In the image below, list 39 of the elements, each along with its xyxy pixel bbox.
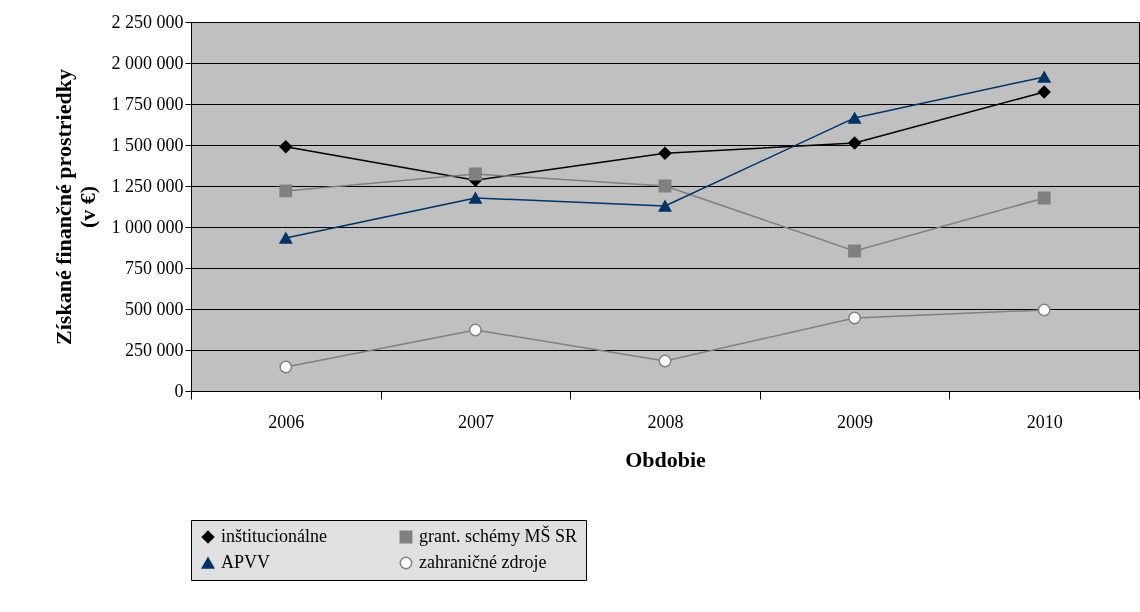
legend-label: grant. schémy MŠ SR bbox=[419, 525, 578, 546]
y-axis-title: Získané finančné prostriedky (v €) bbox=[50, 69, 100, 345]
point bbox=[1037, 191, 1051, 205]
y-tick-label: 2 000 000 bbox=[111, 52, 184, 73]
point bbox=[848, 311, 862, 325]
y-tick-label: 1 250 000 bbox=[111, 175, 184, 196]
x-tick-label: 2006 bbox=[268, 411, 305, 432]
legend-label: zahraničné zdroje bbox=[419, 552, 547, 572]
point bbox=[848, 112, 862, 124]
point bbox=[279, 140, 293, 154]
point bbox=[1037, 85, 1051, 99]
y-tick-label: 1 000 000 bbox=[111, 216, 184, 237]
point bbox=[658, 354, 672, 368]
y-tick-label: 0 bbox=[174, 380, 184, 401]
y-tick-label: 1 750 000 bbox=[111, 93, 184, 114]
x-tick-label: 2007 bbox=[457, 411, 494, 432]
point bbox=[468, 167, 482, 181]
x-axis-title: Obdobie bbox=[625, 446, 707, 472]
point bbox=[279, 232, 293, 244]
x-tick-label: 2008 bbox=[647, 411, 684, 432]
y-tick-label: 1 500 000 bbox=[111, 134, 184, 155]
point bbox=[1037, 303, 1051, 317]
point bbox=[1037, 71, 1051, 83]
point bbox=[848, 136, 862, 150]
point bbox=[658, 146, 672, 160]
y-tick-label: 250 000 bbox=[125, 339, 184, 360]
x-tick-label: 2009 bbox=[837, 411, 874, 432]
x-tick-label: 2010 bbox=[1026, 411, 1063, 432]
point bbox=[658, 200, 672, 212]
y-tick-label: 500 000 bbox=[125, 298, 184, 319]
point bbox=[279, 184, 293, 198]
point bbox=[468, 192, 482, 204]
point bbox=[279, 360, 293, 374]
y-tick-label: 2 250 000 bbox=[111, 11, 184, 32]
legend-label: APVV bbox=[221, 552, 271, 572]
point bbox=[848, 244, 862, 258]
legend-label: inštitucionálne bbox=[221, 526, 327, 546]
y-tick-label: 750 000 bbox=[125, 257, 184, 278]
point bbox=[468, 323, 482, 337]
